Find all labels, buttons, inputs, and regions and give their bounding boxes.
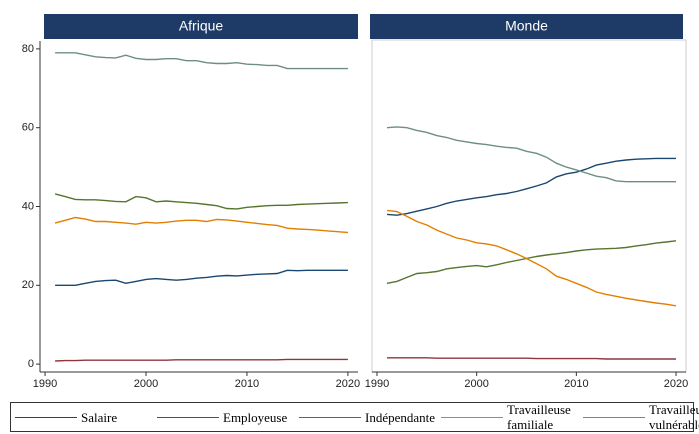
legend-swatch — [15, 416, 77, 418]
legend-item: Travailleuse familiale — [437, 402, 579, 432]
legend-label: Indépendante — [365, 409, 436, 425]
chart: Afrique 1990 2000 2010 2020 0 20 40 60 80 Monde 199… — [22, 14, 688, 390]
panel-frame — [371, 39, 687, 373]
panel-title: Afrique — [179, 18, 224, 34]
x-tick-label: 2020 — [664, 378, 688, 390]
x-tick-label: 2010 — [564, 378, 588, 390]
legend-item: Employeuse — [153, 403, 295, 431]
series-line — [55, 358, 348, 362]
x-tick-label: 2000 — [134, 378, 158, 390]
series-line — [54, 216, 348, 234]
y-tick-label: 40 — [22, 200, 34, 212]
series-line — [55, 52, 348, 70]
legend-label: Employeuse — [223, 409, 288, 425]
series-line — [386, 240, 677, 284]
y-tick-label: 0 — [28, 358, 34, 370]
legend-item: Salaire — [11, 403, 153, 431]
legend-swatch — [299, 416, 361, 418]
series-line — [386, 157, 676, 216]
legend-swatch — [583, 416, 645, 418]
x-tick-label: 2010 — [235, 378, 259, 390]
legend-label: Salaire — [81, 409, 118, 425]
legend-item: Indépendante — [295, 403, 437, 431]
series-line — [386, 126, 676, 183]
series-line — [54, 193, 348, 210]
panel-header — [44, 14, 358, 39]
panel-header — [370, 14, 683, 39]
x-tick-label: 2020 — [336, 378, 360, 390]
series-line — [55, 269, 348, 286]
y-tick-label: 20 — [22, 279, 34, 291]
legend-swatch — [157, 416, 219, 418]
legend-swatch — [441, 416, 503, 418]
legend-label: Travailleuse familiale — [507, 402, 571, 432]
series-line — [387, 357, 676, 360]
series-line — [386, 209, 677, 307]
x-tick-label: 2000 — [464, 378, 488, 390]
x-tick-label: 1990 — [365, 378, 389, 390]
legend-label: Travailleuse vulnérable — [649, 402, 699, 432]
y-tick-label: 80 — [22, 43, 34, 55]
panel-title: Monde — [505, 18, 548, 34]
legend: Salaire Employeuse Indépendante Travailleus… — [10, 402, 699, 432]
legend-item: Travailleuse vulnérable — [579, 402, 699, 432]
y-tick-label: 60 — [22, 122, 34, 134]
x-tick-label: 1990 — [33, 378, 57, 390]
